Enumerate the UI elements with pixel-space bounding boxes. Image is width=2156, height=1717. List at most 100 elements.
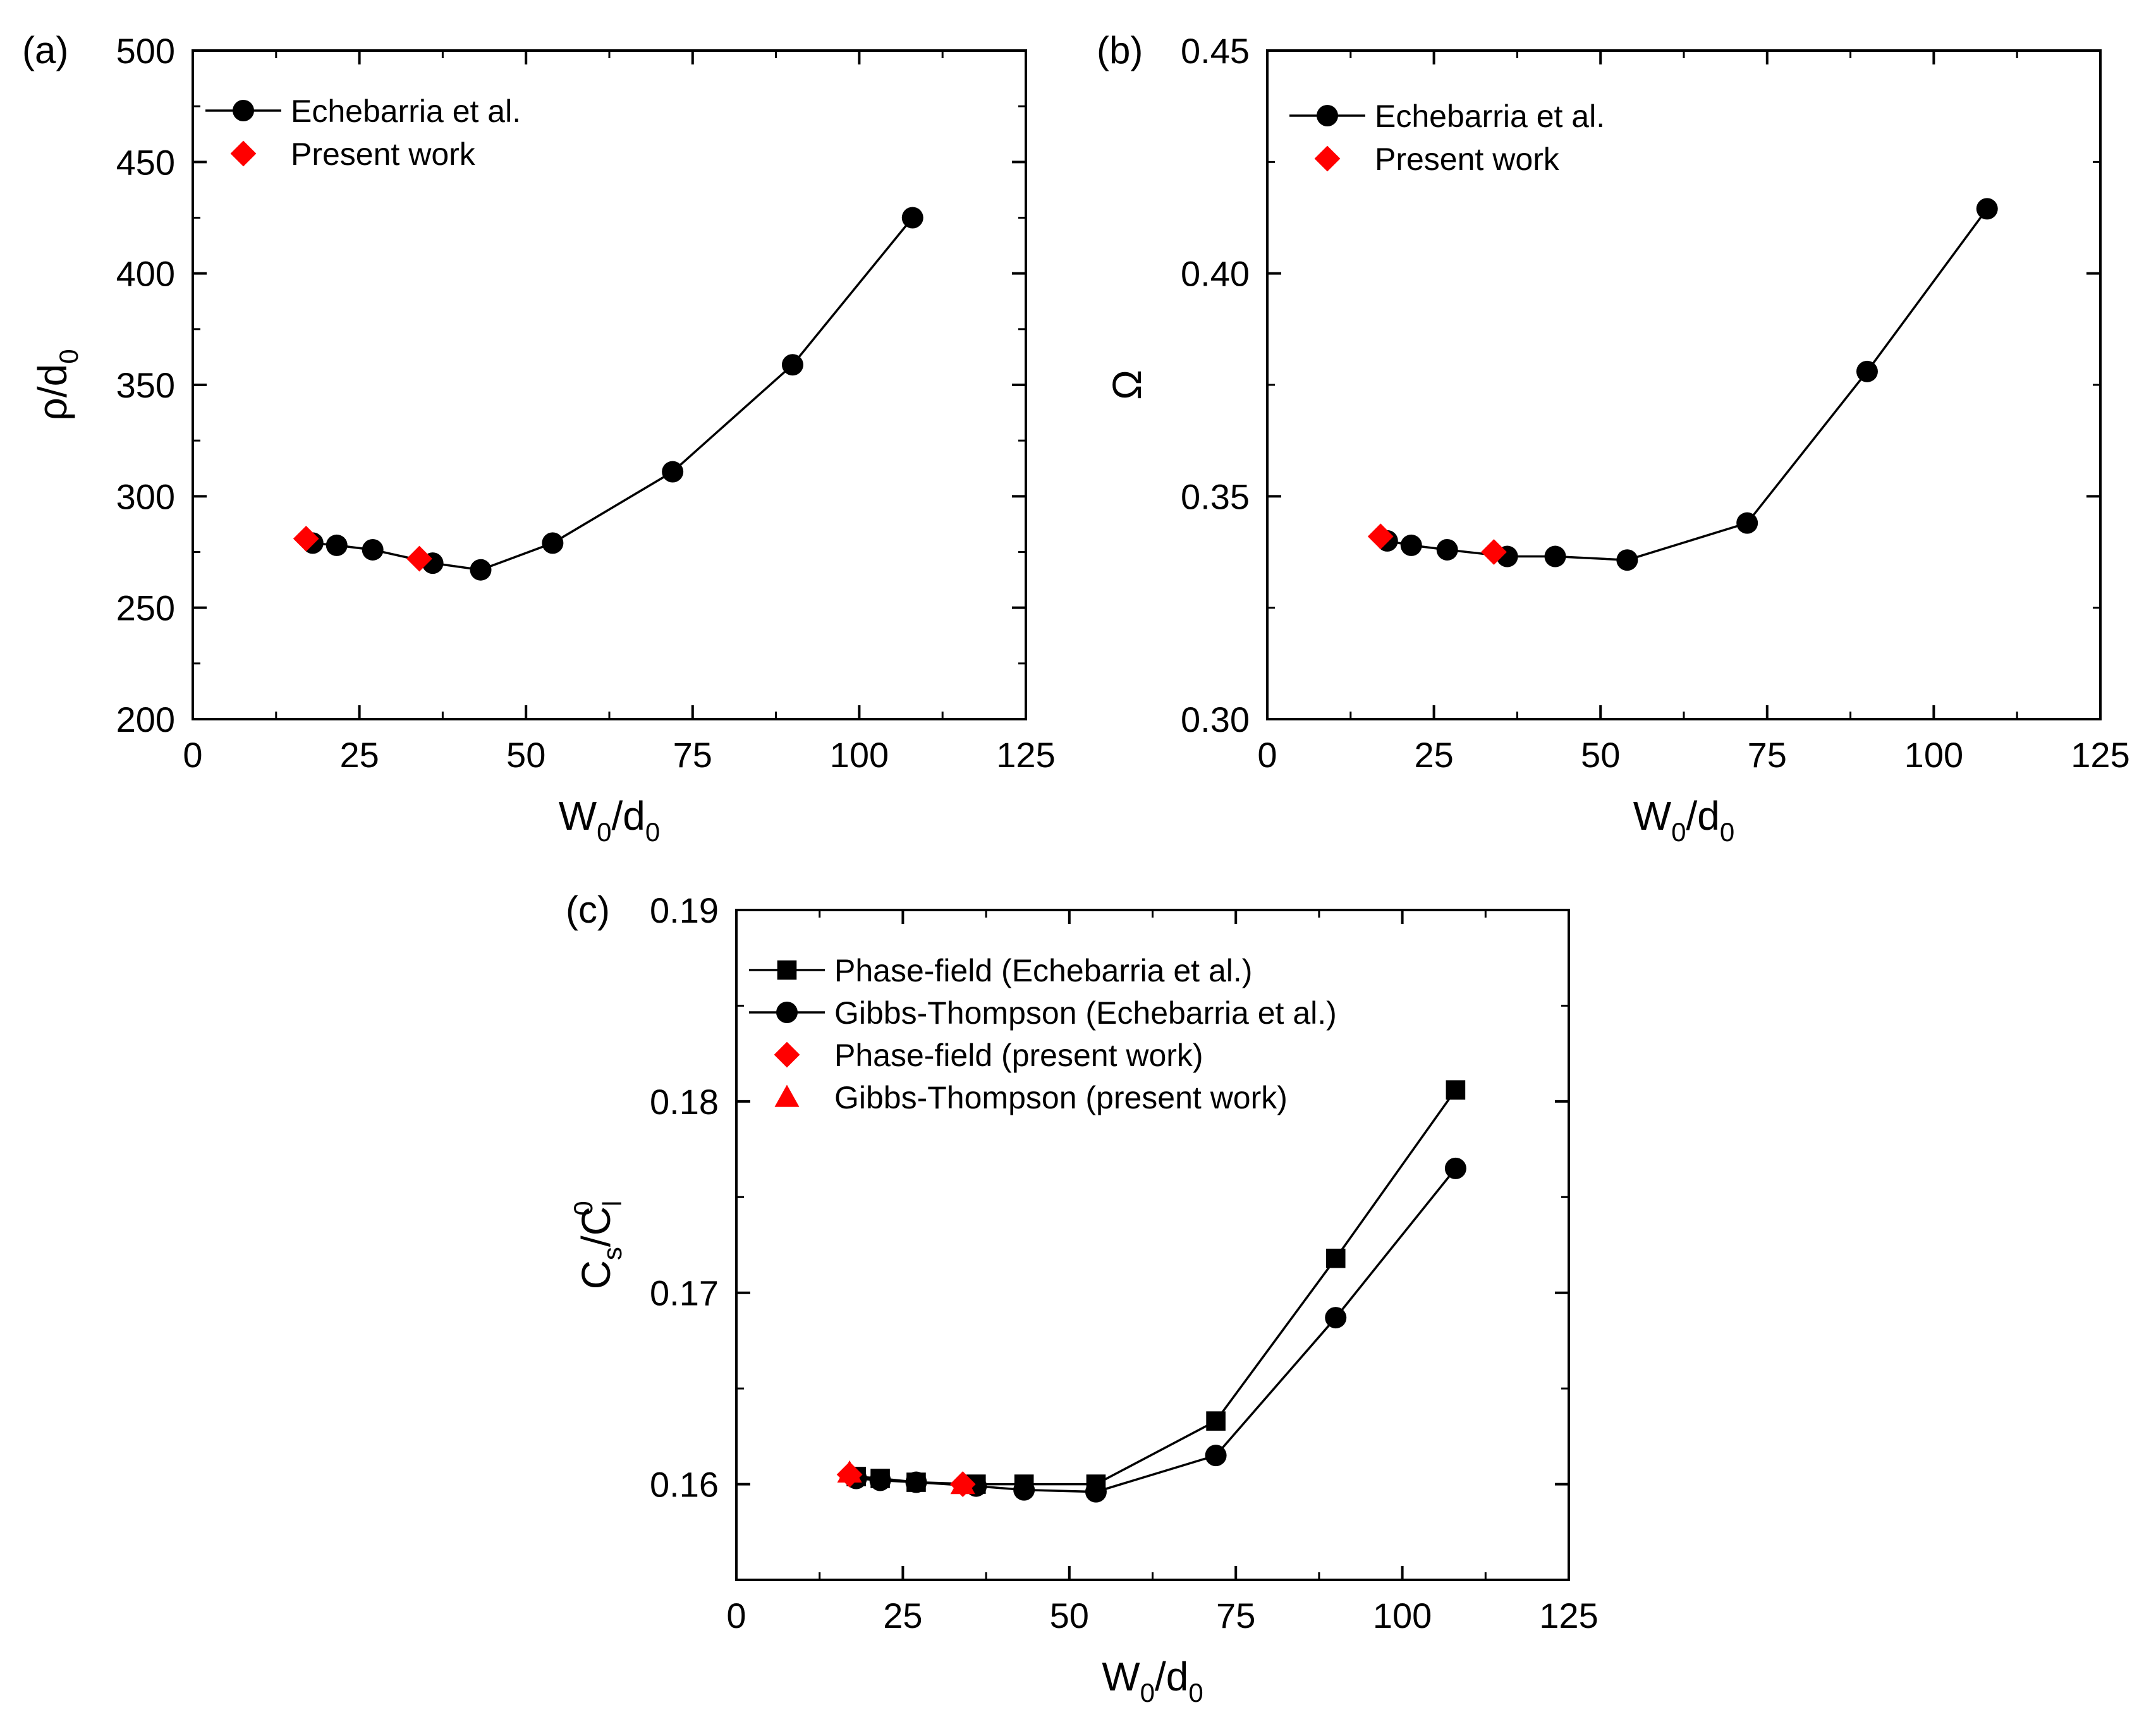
y-tick-label: 0.45	[1181, 31, 1250, 71]
data-point	[1444, 1157, 1466, 1179]
legend-marker	[230, 140, 257, 167]
data-point	[1481, 539, 1507, 565]
y-tick-label: 0.40	[1181, 254, 1250, 294]
data-point	[1544, 545, 1566, 567]
data-point	[1085, 1481, 1107, 1503]
x-axis-label-sub1: 0	[597, 817, 611, 847]
data-point	[1400, 534, 1422, 556]
data-point	[1013, 1479, 1035, 1501]
series-1	[845, 1157, 1466, 1503]
data-point	[362, 538, 384, 561]
y-axis-label-main: Ω	[1104, 370, 1150, 400]
chart-panel-b: 0 25 50 75 100 1250.300.350.400.45(b)W0/d0ΩEc…	[1097, 29, 2130, 847]
series-0	[1376, 198, 1998, 571]
series-0	[846, 1080, 1466, 1494]
panel-label: (c)	[566, 889, 610, 931]
y-tick-label: 350	[116, 365, 175, 405]
legend-label: Phase-field (Echebarria et al.)	[834, 953, 1252, 988]
x-tick-label: 75	[1748, 735, 1787, 775]
series-line	[856, 1089, 1457, 1486]
data-point	[781, 354, 803, 376]
x-axis-label-sub2: 0	[1720, 817, 1734, 847]
legend-marker	[1314, 145, 1341, 172]
legend-marker	[777, 960, 797, 980]
data-point	[293, 525, 319, 552]
legend-label: Gibbs-Thompson (Echebarria et al.)	[834, 995, 1337, 1031]
data-point	[470, 559, 492, 581]
y-tick-label: 0.17	[650, 1273, 719, 1313]
y-axis-label-main: C	[573, 1260, 619, 1289]
y-tick-label: 0.16	[650, 1465, 719, 1505]
series-3	[837, 1460, 975, 1495]
series-0	[301, 207, 923, 581]
y-tick-label: 300	[116, 476, 175, 516]
y-axis-label: ρ/d0	[30, 349, 83, 420]
legend-label: Echebarria et al.	[291, 94, 521, 129]
x-axis-label-sub1: 0	[1140, 1678, 1155, 1708]
legend-marker	[774, 1041, 800, 1068]
x-axis-label: W0/d0	[559, 793, 661, 847]
x-tick-label: 125	[1539, 1596, 1598, 1635]
legend-label: Present work	[1375, 142, 1560, 177]
data-point	[869, 1469, 891, 1491]
y-tick-label: 0.19	[650, 890, 719, 930]
y-tick-label: 200	[116, 700, 175, 739]
legend-label: Echebarria et al.	[1375, 99, 1605, 134]
legend-label: Phase-field (present work)	[834, 1038, 1203, 1073]
data-point	[950, 1472, 975, 1495]
series-1	[293, 525, 432, 572]
data-point	[1856, 360, 1878, 382]
data-point	[542, 532, 564, 554]
x-axis-label: W0/d0	[1633, 793, 1735, 847]
y-tick-label: 400	[116, 254, 175, 294]
x-tick-label: 0	[726, 1596, 746, 1635]
legend-label: Present work	[291, 137, 476, 172]
x-axis-label-sub2: 0	[1188, 1678, 1203, 1708]
x-tick-label: 100	[1373, 1596, 1432, 1635]
chart-panel-c: 0 25 50 75 100 1250.160.170.180.19(c)W0/d0Cs/…	[566, 889, 1599, 1708]
x-tick-label: 50	[1581, 735, 1620, 775]
legend: Phase-field (Echebarria et al.) Gibbs-Tho…	[749, 953, 1337, 1115]
x-tick-label: 125	[996, 735, 1055, 775]
data-point	[905, 1471, 927, 1493]
series-line	[1387, 208, 1989, 561]
x-tick-label: 0	[183, 735, 202, 775]
y-tick-label: 450	[116, 142, 175, 182]
data-point	[1205, 1445, 1227, 1467]
y-axis-label-sub1: s	[597, 1247, 627, 1260]
data-point	[1976, 198, 1998, 220]
data-point	[1367, 523, 1394, 550]
panel-label: (a)	[22, 29, 68, 71]
y-tick-label: 250	[116, 588, 175, 628]
y-axis-label: Cs/Cl0	[568, 1201, 627, 1290]
data-point	[901, 207, 923, 229]
x-axis-label: W0/d0	[1102, 1654, 1203, 1708]
data-point	[326, 534, 348, 556]
x-tick-label: 0	[1257, 735, 1277, 775]
legend-marker	[774, 1084, 800, 1107]
data-point	[1736, 512, 1758, 534]
x-axis-label-sub2: 0	[645, 817, 660, 847]
data-point	[1325, 1307, 1347, 1329]
y-tick-label: 500	[116, 31, 175, 71]
y-axis-label-sub2: l	[597, 1201, 627, 1206]
x-axis-label-mid: /d	[612, 793, 645, 839]
x-tick-label: 100	[1904, 735, 1963, 775]
x-tick-label: 50	[1050, 1596, 1089, 1635]
x-axis-label-main: W	[559, 793, 597, 839]
data-point	[1325, 1248, 1346, 1268]
series-line	[312, 217, 914, 571]
y-tick-label: 0.30	[1181, 700, 1250, 739]
chart-panel-a: 0 25 50 75 100 125200250300350400450500(a)W0/…	[22, 29, 1056, 847]
legend-label: Gibbs-Thompson (present work)	[834, 1080, 1288, 1115]
x-axis-label-sub1: 0	[1671, 817, 1686, 847]
legend: Echebarria et al. Present work	[1289, 99, 1605, 177]
x-tick-label: 50	[506, 735, 545, 775]
legend-marker	[776, 1002, 798, 1023]
panel-label: (b)	[1097, 29, 1143, 71]
y-axis-label-sup: 0	[568, 1201, 598, 1215]
data-point	[662, 461, 684, 483]
x-tick-label: 25	[1414, 735, 1453, 775]
x-axis-label-main: W	[1633, 793, 1672, 839]
